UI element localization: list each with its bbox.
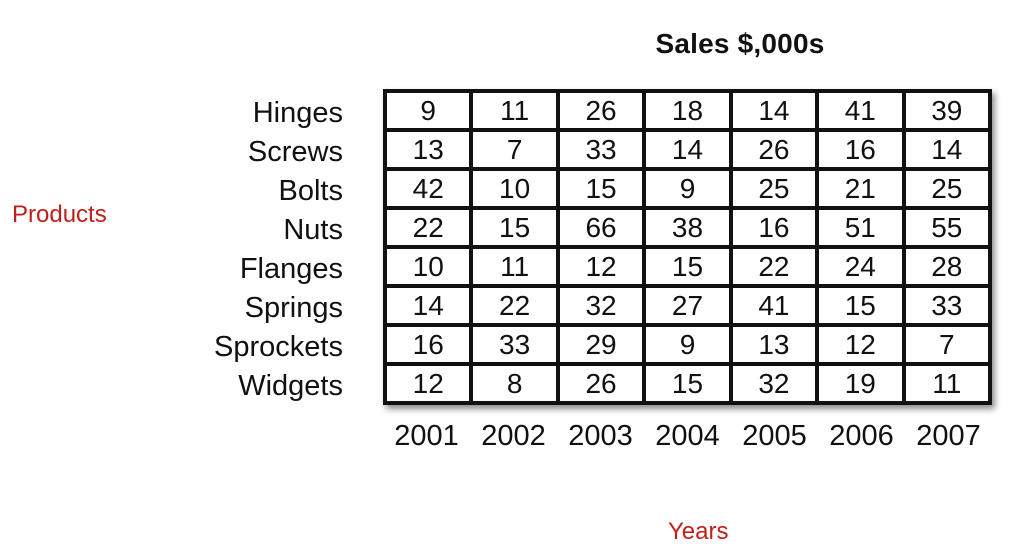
table-row: 14 22 32 27 41 15 33 — [385, 286, 990, 325]
table-cell: 16 — [730, 208, 818, 247]
table-cell: 10 — [385, 247, 472, 286]
data-grid: 9 11 26 18 14 41 39 13 7 33 14 26 16 14 42 10 15 9 25 21 25 2… — [383, 89, 992, 405]
table-cell: 14 — [385, 286, 472, 325]
table-row: 16 33 29 9 13 12 7 — [385, 325, 990, 364]
table-cell: 25 — [903, 169, 990, 208]
row-label: Nuts — [283, 214, 343, 246]
table-cell: 32 — [557, 286, 645, 325]
table-cell: 9 — [644, 169, 731, 208]
table-cell: 15 — [817, 286, 904, 325]
column-label: 2006 — [829, 420, 894, 452]
column-label: 2007 — [916, 420, 981, 452]
row-label: Springs — [244, 292, 343, 324]
table-cell: 13 — [385, 130, 472, 169]
table-row: 13 7 33 14 26 16 14 — [385, 130, 990, 169]
column-label: 2001 — [394, 420, 459, 452]
table-cell: 15 — [471, 208, 558, 247]
table-cell: 16 — [817, 130, 904, 169]
table-cell: 19 — [817, 364, 904, 403]
table-row: 9 11 26 18 14 41 39 — [385, 91, 990, 130]
table-cell: 39 — [903, 91, 990, 130]
table-cell: 15 — [644, 364, 731, 403]
table-row: 12 8 26 15 32 19 11 — [385, 364, 990, 403]
table-cell: 11 — [471, 247, 558, 286]
table-cell: 21 — [817, 169, 904, 208]
data-table: 9 11 26 18 14 41 39 13 7 33 14 26 16 14 42 10 15 9 25 21 25 2… — [385, 91, 990, 403]
table-cell: 15 — [557, 169, 645, 208]
table-cell: 33 — [471, 325, 558, 364]
table-cell: 9 — [644, 325, 731, 364]
table-cell: 22 — [730, 247, 818, 286]
x-axis-label: Years — [668, 518, 729, 545]
row-label: Widgets — [238, 370, 343, 402]
table-cell: 13 — [730, 325, 818, 364]
table-cell: 28 — [903, 247, 990, 286]
table-row: 42 10 15 9 25 21 25 — [385, 169, 990, 208]
table-cell: 18 — [644, 91, 731, 130]
table-cell: 26 — [557, 91, 645, 130]
column-label: 2002 — [481, 420, 546, 452]
table-cell: 12 — [385, 364, 472, 403]
row-labels: Hinges Screws Bolts Nuts Flanges Springs Sproc… — [150, 94, 343, 406]
table-cell: 25 — [730, 169, 818, 208]
table-cell: 7 — [903, 325, 990, 364]
table-cell: 15 — [644, 247, 731, 286]
row-label: Hinges — [252, 97, 343, 129]
table-cell: 51 — [817, 208, 904, 247]
column-label: 2003 — [568, 420, 633, 452]
row-label: Sprockets — [214, 331, 343, 363]
table-cell: 12 — [557, 247, 645, 286]
table-cell: 9 — [385, 91, 472, 130]
table-cell: 7 — [471, 130, 558, 169]
chart-title: Sales $,000s — [655, 28, 825, 59]
y-axis-label: Products — [12, 201, 107, 228]
table-cell: 41 — [817, 91, 904, 130]
table-cell: 11 — [903, 364, 990, 403]
table-cell: 16 — [385, 325, 472, 364]
table-cell: 33 — [903, 286, 990, 325]
table-cell: 38 — [644, 208, 731, 247]
table-cell: 66 — [557, 208, 645, 247]
table-cell: 10 — [471, 169, 558, 208]
column-label: 2004 — [655, 420, 720, 452]
table-cell: 8 — [471, 364, 558, 403]
table-cell: 32 — [730, 364, 818, 403]
row-label: Flanges — [239, 253, 343, 285]
table-cell: 27 — [644, 286, 731, 325]
column-label: 2005 — [742, 420, 807, 452]
table-cell: 14 — [730, 91, 818, 130]
table-row: 10 11 12 15 22 24 28 — [385, 247, 990, 286]
table-cell: 26 — [557, 364, 645, 403]
column-labels: 2001 2002 2003 2004 2005 2006 2007 — [383, 420, 992, 453]
table-cell: 22 — [385, 208, 472, 247]
table-cell: 41 — [730, 286, 818, 325]
table-cell: 24 — [817, 247, 904, 286]
table-cell: 55 — [903, 208, 990, 247]
table-cell: 14 — [903, 130, 990, 169]
table-cell: 26 — [730, 130, 818, 169]
table-cell: 29 — [557, 325, 645, 364]
table-cell: 11 — [471, 91, 558, 130]
table-cell: 33 — [557, 130, 645, 169]
table-cell: 42 — [385, 169, 472, 208]
table-row: 22 15 66 38 16 51 55 — [385, 208, 990, 247]
row-label: Bolts — [278, 175, 343, 207]
row-label: Screws — [247, 136, 343, 168]
table-cell: 12 — [817, 325, 904, 364]
table-cell: 14 — [644, 130, 731, 169]
table-cell: 22 — [471, 286, 558, 325]
